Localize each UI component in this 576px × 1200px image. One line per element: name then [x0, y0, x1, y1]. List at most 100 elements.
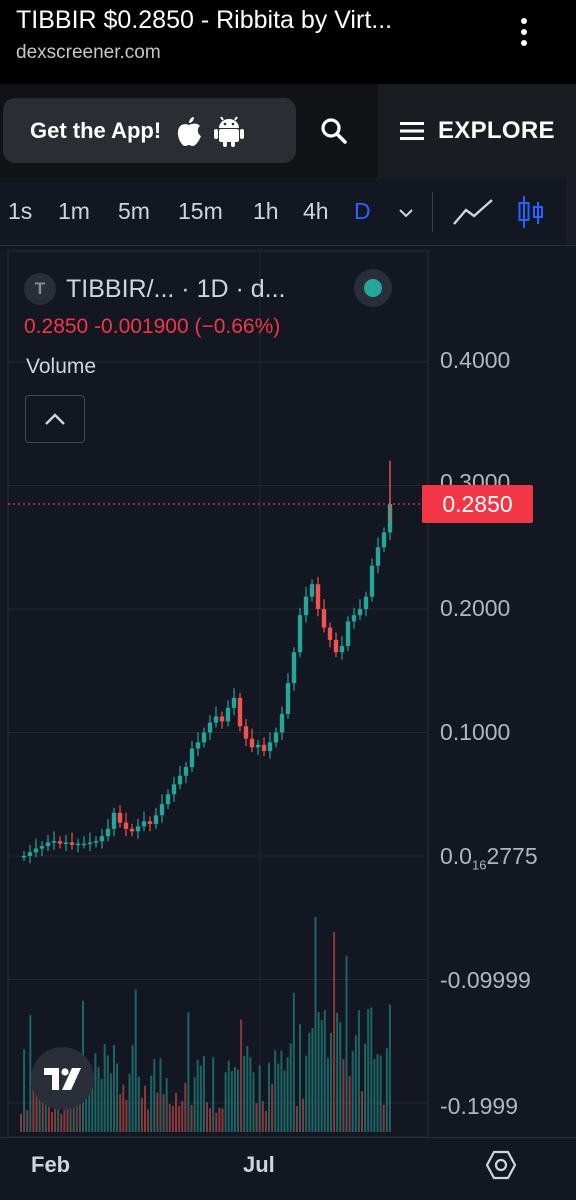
candle-body — [327, 627, 333, 640]
interval-5m[interactable]: 5m — [118, 198, 150, 224]
interval-toolbar: 1s 1m 5m 15m 1h 4h D — [0, 178, 576, 246]
volume-bar — [295, 1106, 298, 1132]
candle-body — [315, 584, 321, 609]
volume-bar — [227, 1060, 230, 1132]
chart-pane[interactable]: T TIBBIR/... · 1D · d... 0.2850 -0.00190… — [0, 247, 576, 1137]
volume-bar — [314, 917, 317, 1132]
interval-4h[interactable]: 4h — [303, 198, 329, 224]
candle-body — [57, 841, 63, 844]
apple-icon — [178, 116, 202, 146]
volume-bar — [190, 1105, 193, 1132]
volume-bar — [233, 1066, 236, 1132]
volume-bar — [271, 1083, 274, 1132]
volume-bar — [165, 1078, 168, 1132]
volume-bar — [364, 1043, 367, 1132]
market-status-indicator[interactable] — [354, 269, 392, 307]
get-app-button[interactable]: Get the App! — [3, 98, 296, 163]
tradingview-logo[interactable] — [31, 1047, 94, 1110]
volume-bar — [289, 1043, 292, 1132]
candle-body — [279, 713, 285, 733]
volume-bar — [283, 1070, 286, 1132]
candle-body — [381, 532, 387, 548]
volume-bar — [230, 1071, 233, 1132]
candle-body — [189, 748, 195, 768]
search-button[interactable] — [306, 98, 362, 163]
chevron-up-icon — [45, 413, 65, 425]
browser-url[interactable]: dexscreener.com — [16, 42, 161, 63]
volume-bar — [196, 1059, 199, 1132]
volume-bar — [26, 1109, 29, 1132]
volume-bar — [286, 1057, 289, 1132]
candle-body — [33, 848, 39, 853]
interval-1d[interactable]: D — [354, 198, 371, 224]
browser-tab-title[interactable]: TIBBIR $0.2850 - Ribbita by Virt... — [16, 6, 393, 34]
volume-bar — [113, 1045, 115, 1132]
volume-bar — [243, 1056, 246, 1132]
volume-bar — [156, 1092, 159, 1132]
volume-bar — [317, 1011, 320, 1132]
candle-body — [93, 841, 99, 843]
time-axis-label: Jul — [243, 1152, 275, 1177]
interval-1h[interactable]: 1h — [253, 198, 279, 224]
explore-button[interactable]: EXPLORE — [378, 84, 576, 178]
candle-body — [153, 815, 159, 824]
volume-bar — [147, 1109, 150, 1132]
ohlc-values: 0.2850 -0.001900 (−0.66%) — [24, 315, 281, 338]
candle-body — [141, 821, 147, 827]
candle-body — [345, 621, 351, 647]
volume-bar — [168, 1104, 171, 1132]
volume-bar — [361, 1091, 363, 1132]
volume-bar — [106, 1055, 109, 1132]
volume-bar — [345, 955, 348, 1132]
volume-indicator-label[interactable]: Volume — [26, 355, 97, 378]
interval-1m[interactable]: 1m — [58, 198, 90, 224]
volume-bar — [122, 1084, 125, 1132]
volume-bar — [85, 1075, 88, 1132]
volume-bar — [103, 1044, 106, 1132]
volume-bar — [326, 1057, 329, 1132]
browser-bar: TIBBIR $0.2850 - Ribbita by Virt... dexs… — [0, 0, 576, 84]
time-axis[interactable]: Feb Jul — [0, 1137, 576, 1200]
volume-bar — [339, 1022, 342, 1132]
price-axis-label: -0.09999 — [440, 967, 531, 993]
interval-15m[interactable]: 15m — [178, 198, 223, 224]
symbol-title[interactable]: TIBBIR/... · 1D · d... — [66, 274, 286, 303]
volume-bar — [292, 992, 295, 1132]
candle-body — [129, 828, 135, 832]
android-icon — [214, 115, 245, 147]
candle-body — [171, 784, 177, 795]
volume-bar — [125, 1099, 128, 1132]
collapse-legend-button[interactable] — [25, 395, 85, 443]
volume-bar — [100, 1078, 103, 1132]
candle-body — [351, 615, 357, 622]
volume-bar — [354, 1035, 357, 1132]
candlestick-icon[interactable] — [516, 194, 546, 230]
volume-bar — [382, 1104, 385, 1132]
candle-body — [291, 652, 297, 684]
volume-bar — [385, 1048, 388, 1132]
settings-icon[interactable] — [484, 1148, 518, 1182]
volume-bar — [215, 1112, 218, 1132]
interval-1s[interactable]: 1s — [8, 198, 33, 224]
candle-body — [219, 716, 225, 722]
candle-body — [201, 732, 207, 743]
volume-bar — [178, 1105, 181, 1132]
line-chart-icon[interactable] — [452, 198, 494, 226]
price-chart[interactable] — [0, 247, 576, 1137]
candle-body — [159, 804, 165, 816]
volume-bar — [181, 1100, 184, 1132]
candle-body — [99, 836, 105, 842]
last-price-tag: 0.2850 — [422, 485, 533, 523]
chevron-down-icon[interactable] — [398, 208, 414, 218]
candle-body — [105, 828, 111, 837]
candle-body — [237, 697, 243, 727]
volume-bar — [140, 1097, 143, 1132]
volume-bar — [240, 1019, 243, 1132]
candle-body — [63, 842, 69, 844]
volume-bar — [78, 1091, 81, 1132]
candle-body — [321, 609, 327, 628]
volume-bar — [119, 1094, 122, 1132]
volume-bar — [212, 1057, 215, 1132]
volume-bar — [134, 989, 137, 1132]
kebab-menu-icon[interactable] — [510, 14, 538, 54]
